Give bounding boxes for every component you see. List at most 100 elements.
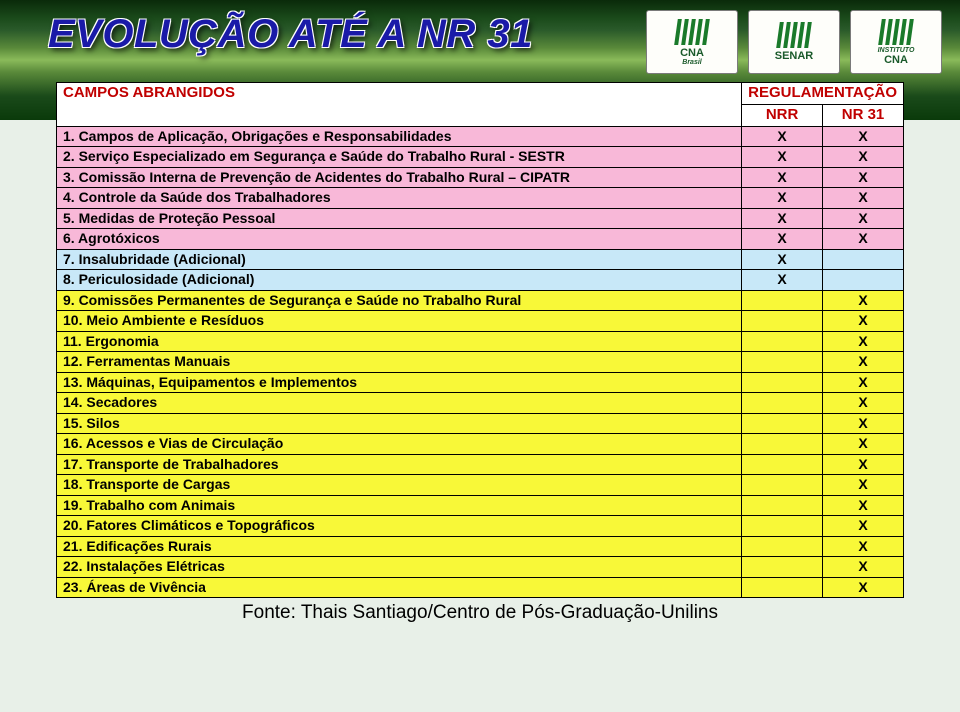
table-row: 6. AgrotóxicosXX xyxy=(57,229,904,250)
table-row: 23. Áreas de Vivência X xyxy=(57,577,904,598)
cell-nr31: X xyxy=(823,311,904,332)
cell-nrr xyxy=(742,557,823,578)
logo-text: SENAR xyxy=(775,50,814,62)
cell-label: 23. Áreas de Vivência xyxy=(57,577,742,598)
cell-label: 11. Ergonomia xyxy=(57,331,742,352)
table-row: 15. Silos X xyxy=(57,413,904,434)
logo-text: CNA xyxy=(680,47,704,59)
cell-nrr xyxy=(742,331,823,352)
table-row: 1. Campos de Aplicação, Obrigações e Res… xyxy=(57,126,904,147)
cell-nrr: X xyxy=(742,208,823,229)
logo-text: INSTITUTO xyxy=(878,47,915,54)
cell-label: 6. Agrotóxicos xyxy=(57,229,742,250)
cell-nr31 xyxy=(823,249,904,270)
cell-nrr xyxy=(742,352,823,373)
cell-label: 18. Transporte de Cargas xyxy=(57,475,742,496)
cell-nrr xyxy=(742,393,823,414)
logo-senar: SENAR xyxy=(748,10,840,74)
cell-nr31: X xyxy=(823,475,904,496)
logo-instituto-cna: INSTITUTO CNA xyxy=(850,10,942,74)
table-header-row: CAMPOS ABRANGIDOS REGULAMENTAÇÃO xyxy=(57,83,904,105)
cell-nr31: X xyxy=(823,331,904,352)
cell-label: 22. Instalações Elétricas xyxy=(57,557,742,578)
regulation-table: CAMPOS ABRANGIDOS REGULAMENTAÇÃO NRR NR … xyxy=(56,82,904,598)
cell-nrr xyxy=(742,311,823,332)
page-title: EVOLUÇÃO ATÉ A NR 31 xyxy=(48,12,533,57)
table-container: CAMPOS ABRANGIDOS REGULAMENTAÇÃO NRR NR … xyxy=(56,82,904,624)
cell-nrr: X xyxy=(742,147,823,168)
cell-label: 7. Insalubridade (Adicional) xyxy=(57,249,742,270)
table-row: 20. Fatores Climáticos e TopográficosX xyxy=(57,516,904,537)
table-row: 7. Insalubridade (Adicional)X xyxy=(57,249,904,270)
cell-nrr xyxy=(742,434,823,455)
cell-label: 8. Periculosidade (Adicional) xyxy=(57,270,742,291)
table-row: 2. Serviço Especializado em Segurança e … xyxy=(57,147,904,168)
table-row: 13. Máquinas, Equipamentos e Implementos… xyxy=(57,372,904,393)
cell-nr31: X xyxy=(823,557,904,578)
table-row: 3. Comissão Interna de Prevenção de Acid… xyxy=(57,167,904,188)
cell-label: 21. Edificações Rurais xyxy=(57,536,742,557)
cell-nr31: X xyxy=(823,126,904,147)
col-header-reg: REGULAMENTAÇÃO xyxy=(742,83,904,105)
cell-nr31: X xyxy=(823,188,904,209)
cell-nr31: X xyxy=(823,393,904,414)
cell-nrr xyxy=(742,495,823,516)
cell-label: 2. Serviço Especializado em Segurança e … xyxy=(57,147,742,168)
cell-nrr xyxy=(742,577,823,598)
cell-nrr: X xyxy=(742,167,823,188)
cell-nr31: X xyxy=(823,147,904,168)
col-header-campos: CAMPOS ABRANGIDOS xyxy=(57,83,742,127)
cell-nr31: X xyxy=(823,536,904,557)
cell-label: 1. Campos de Aplicação, Obrigações e Res… xyxy=(57,126,742,147)
cell-nr31: X xyxy=(823,434,904,455)
table-row: 9. Comissões Permanentes de Segurança e … xyxy=(57,290,904,311)
col-header-nrr: NRR xyxy=(742,104,823,126)
cell-nr31: X xyxy=(823,454,904,475)
table-body: 1. Campos de Aplicação, Obrigações e Res… xyxy=(57,126,904,598)
table-row: 16. Acessos e Vias de Circulação X xyxy=(57,434,904,455)
cell-label: 10. Meio Ambiente e Resíduos xyxy=(57,311,742,332)
table-row: 8. Periculosidade (Adicional)X xyxy=(57,270,904,291)
cell-label: 14. Secadores xyxy=(57,393,742,414)
logo-row: CNA Brasil SENAR INSTITUTO CNA xyxy=(646,10,942,74)
cell-nrr xyxy=(742,536,823,557)
cell-label: 3. Comissão Interna de Prevenção de Acid… xyxy=(57,167,742,188)
cell-nr31: X xyxy=(823,577,904,598)
table-row: 12. Ferramentas Manuais X xyxy=(57,352,904,373)
cell-nr31: X xyxy=(823,290,904,311)
cell-label: 17. Transporte de Trabalhadores xyxy=(57,454,742,475)
cell-label: 15. Silos xyxy=(57,413,742,434)
cell-nr31 xyxy=(823,270,904,291)
cell-nr31: X xyxy=(823,413,904,434)
cell-nr31: X xyxy=(823,167,904,188)
cell-nr31: X xyxy=(823,208,904,229)
cell-nrr: X xyxy=(742,229,823,250)
cell-nrr xyxy=(742,290,823,311)
cell-nrr xyxy=(742,516,823,537)
table-row: 10. Meio Ambiente e Resíduos X xyxy=(57,311,904,332)
table-row: 22. Instalações Elétricas X xyxy=(57,557,904,578)
cell-label: 16. Acessos e Vias de Circulação xyxy=(57,434,742,455)
cell-nrr xyxy=(742,475,823,496)
cell-nr31: X xyxy=(823,372,904,393)
cell-nr31: X xyxy=(823,229,904,250)
cell-nr31: X xyxy=(823,352,904,373)
cell-label: 12. Ferramentas Manuais xyxy=(57,352,742,373)
footer-source: Fonte: Thais Santiago/Centro de Pós-Grad… xyxy=(56,602,904,624)
cell-label: 9. Comissões Permanentes de Segurança e … xyxy=(57,290,742,311)
cell-nrr: X xyxy=(742,249,823,270)
cell-nr31: X xyxy=(823,495,904,516)
cell-nrr xyxy=(742,454,823,475)
logo-sub: CNA xyxy=(884,54,908,66)
cell-nrr xyxy=(742,372,823,393)
table-row: 21. Edificações Rurais X xyxy=(57,536,904,557)
cell-label: 4. Controle da Saúde dos Trabalhadores xyxy=(57,188,742,209)
col-header-nr31: NR 31 xyxy=(823,104,904,126)
table-row: 19. Trabalho com Animais X xyxy=(57,495,904,516)
table-row: 14. Secadores X xyxy=(57,393,904,414)
table-row: 11. Ergonomia X xyxy=(57,331,904,352)
cell-label: 19. Trabalho com Animais xyxy=(57,495,742,516)
cell-label: 20. Fatores Climáticos e Topográficos xyxy=(57,516,742,537)
cell-nrr: X xyxy=(742,126,823,147)
logo-cna: CNA Brasil xyxy=(646,10,738,74)
